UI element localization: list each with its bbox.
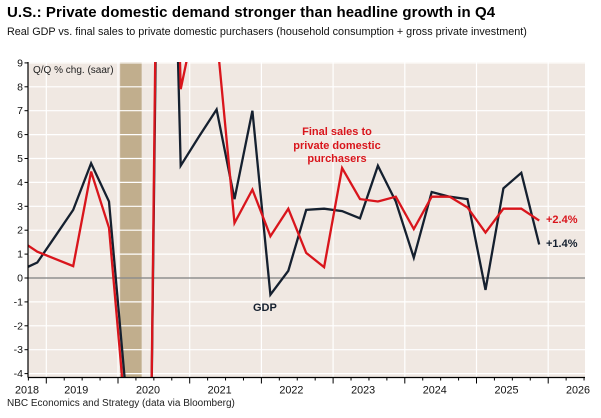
annotation-final-sales-line2: private domestic: [293, 139, 381, 152]
annotation-final-sales-line1: Final sales to: [302, 126, 372, 138]
svg-text:2025: 2025: [494, 385, 518, 397]
annotation-gdp: GDP: [253, 302, 277, 314]
svg-text:2024: 2024: [423, 385, 447, 397]
svg-text:3: 3: [17, 201, 23, 213]
svg-text:2: 2: [17, 225, 23, 237]
svg-text:7: 7: [17, 105, 23, 117]
svg-text:2018: 2018: [15, 385, 39, 397]
svg-text:-1: -1: [14, 296, 23, 308]
svg-text:5: 5: [17, 153, 23, 165]
svg-text:-2: -2: [14, 320, 23, 332]
page-title: U.S.: Private domestic demand stronger t…: [7, 4, 496, 21]
svg-text:2023: 2023: [351, 385, 375, 397]
source-note: NBC Economics and Strategy (data via Blo…: [7, 398, 235, 409]
svg-text:0: 0: [17, 273, 23, 285]
svg-text:6: 6: [17, 129, 23, 141]
svg-text:2019: 2019: [64, 385, 88, 397]
svg-text:1: 1: [17, 249, 23, 261]
svg-text:2021: 2021: [208, 385, 232, 397]
y-axis-unit-note: Q/Q % chg. (saar): [33, 65, 114, 76]
page-subtitle: Real GDP vs. final sales to private dome…: [7, 26, 527, 38]
annotation-final-sales: Final sales to private domestic purchase…: [252, 126, 422, 167]
svg-text:2026: 2026: [566, 385, 590, 397]
svg-text:4: 4: [17, 177, 23, 189]
svg-text:8: 8: [17, 81, 23, 93]
svg-text:2022: 2022: [279, 385, 303, 397]
svg-text:-3: -3: [14, 344, 23, 356]
svg-text:-4: -4: [14, 368, 23, 380]
annotation-final-sales-line3: purchasers: [307, 153, 367, 165]
annotation-end-red: +2.4%: [546, 214, 578, 226]
svg-text:9: 9: [17, 57, 23, 69]
annotation-end-black: +1.4%: [546, 238, 578, 250]
svg-text:2020: 2020: [136, 385, 160, 397]
